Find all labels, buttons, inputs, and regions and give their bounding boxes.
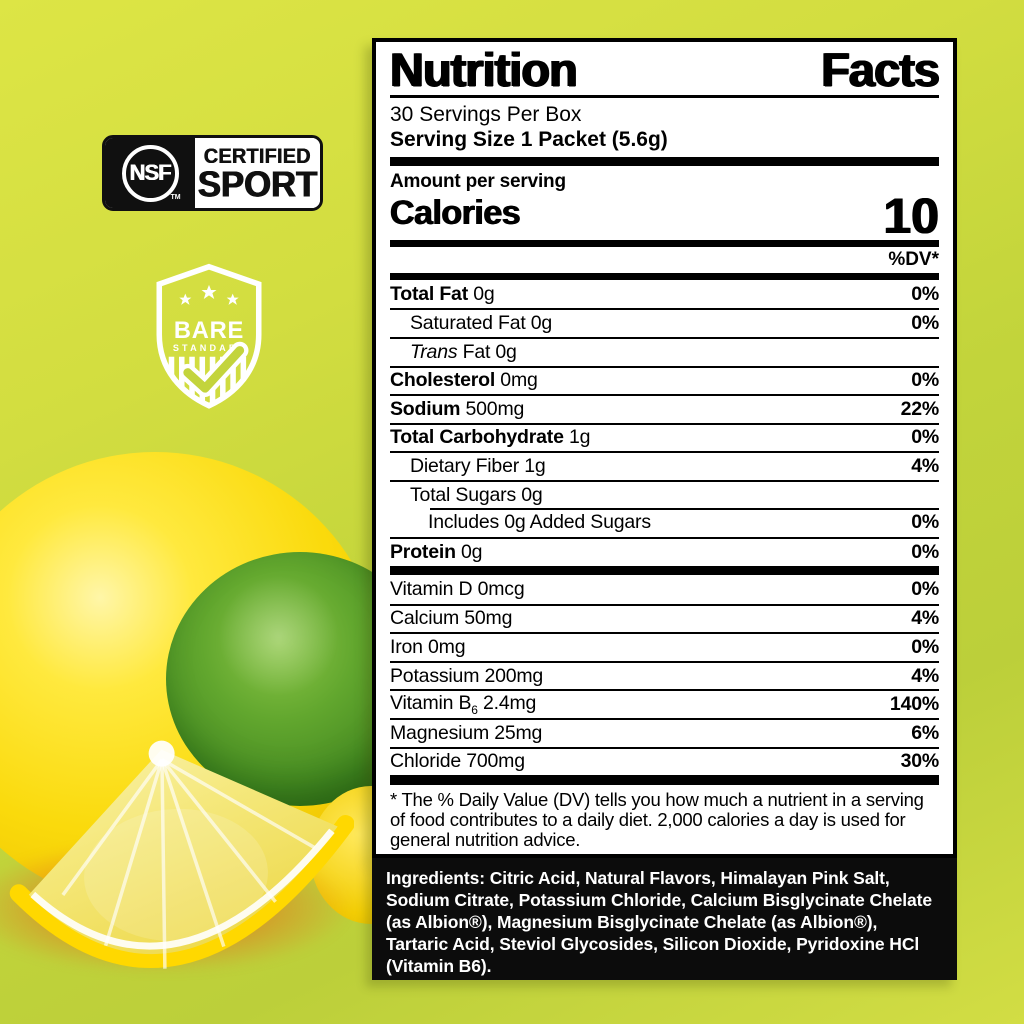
wedge-segments xyxy=(61,758,316,969)
nutrient-daily-value: 0% xyxy=(911,540,939,563)
nutrient-name: Calcium 50mg xyxy=(390,607,513,630)
nsf-logo-panel: NSF TM xyxy=(105,138,196,208)
nutrient-name: Includes 0g Added Sugars xyxy=(428,511,651,534)
divider-bar xyxy=(390,240,939,248)
wedge-rind xyxy=(9,815,354,968)
nutrient-row: Trans Fat 0g xyxy=(390,336,939,366)
nutrient-row: Vitamin B6 2.4mg 140% xyxy=(390,689,939,718)
divider-bar xyxy=(390,775,939,785)
nutrient-daily-value: 4% xyxy=(911,455,939,478)
nutrient-row: Saturated Fat 0g 0% xyxy=(390,308,939,337)
star-icon xyxy=(179,293,192,305)
nutrient-name: Total Sugars 0g xyxy=(410,483,543,506)
nutrient-daily-value: 4% xyxy=(911,607,939,630)
nsf-sport-text: SPORT xyxy=(197,164,318,205)
nutrient-name: Vitamin B6 2.4mg xyxy=(390,692,537,718)
label-title-word2: Facts xyxy=(821,43,940,96)
nutrient-name: Total Carbohydrate 1g xyxy=(390,426,591,449)
bare-standard-shield: BARE STANDARD xyxy=(156,263,262,409)
shield-subtitle-text: STANDARD xyxy=(173,343,248,353)
nsf-certified-text: CERTIFIED xyxy=(204,144,312,168)
nutrient-daily-value: 0% xyxy=(911,511,939,534)
micronutrient-rows: Vitamin D 0mcg 0% Calcium 50mg 4% Iron 0mg 0%… xyxy=(390,575,939,775)
daily-value-header: %DV* xyxy=(888,249,939,271)
star-icons xyxy=(179,284,239,305)
nutrient-row: Includes 0g Added Sugars 0% xyxy=(390,508,939,537)
nutrient-daily-value: 4% xyxy=(911,664,939,687)
label-title-word1: Nutrition xyxy=(390,43,578,96)
nutrient-name: Chloride 700mg xyxy=(390,750,525,773)
checkmark-inner xyxy=(183,346,245,393)
nutrient-daily-value: 0% xyxy=(911,426,939,449)
nsf-circle-icon: NSF TM xyxy=(121,144,181,202)
nutrient-name: Saturated Fat 0g xyxy=(410,312,553,335)
shield-outline-icon xyxy=(156,263,262,409)
nutrient-daily-value: 6% xyxy=(911,721,939,744)
nutrition-facts-label: Nutrition Facts 30 Servings Per Box Serv… xyxy=(372,38,957,858)
nutrient-row: Iron 0mg 0% xyxy=(390,632,939,661)
nutrient-row: Vitamin D 0mcg 0% xyxy=(390,575,939,604)
star-icon xyxy=(226,293,239,305)
ingredients-panel: Ingredients: Citric Acid, Natural Flavor… xyxy=(372,858,957,980)
serving-size: Serving Size 1 Packet (5.6g) xyxy=(390,128,668,152)
title-rule xyxy=(390,95,939,99)
nutrient-row: Potassium 200mg 4% xyxy=(390,660,939,690)
label-title: Nutrition Facts xyxy=(390,43,940,96)
nutrient-daily-value: 22% xyxy=(900,397,940,420)
amount-per-serving: Amount per serving xyxy=(390,171,566,193)
nutrient-name: Trans Fat 0g xyxy=(410,340,517,363)
nutrient-name: Dietary Fiber 1g xyxy=(410,455,546,478)
divider-bar xyxy=(390,273,939,280)
nutrient-daily-value: 140% xyxy=(889,693,939,716)
daily-value-footnote: * The % Daily Value (DV) tells you how m… xyxy=(390,788,924,850)
wedge-core xyxy=(148,740,175,767)
nutrient-row: Chloride 700mg 30% xyxy=(390,746,940,776)
nutrient-daily-value: 0% xyxy=(911,577,939,600)
nutrient-daily-value: 30% xyxy=(900,750,940,773)
calories-row: Calories 10 xyxy=(390,188,939,245)
nutrient-name: Sodium 500mg xyxy=(390,397,525,420)
nsf-text-panel: CERTIFIED SPORT xyxy=(195,138,320,208)
nutrient-daily-value: 0% xyxy=(911,636,939,658)
wedge-pith xyxy=(30,828,335,950)
nutrient-row: Magnesium 25mg 6% xyxy=(390,717,939,747)
nutrient-name: Magnesium 25mg xyxy=(390,721,543,744)
nutrient-name: Iron 0mg xyxy=(390,636,466,658)
lemon-wedge-photo xyxy=(9,740,354,969)
nutrient-name: Vitamin D 0mcg xyxy=(390,577,525,600)
nutrient-name: Cholesterol 0mg xyxy=(390,369,538,392)
shield-name-text: BARE xyxy=(174,318,244,344)
nutrient-daily-value: 0% xyxy=(911,312,939,335)
nutrient-row: Protein 0g 0% xyxy=(390,537,939,566)
calories-value: 10 xyxy=(883,188,939,245)
calories-label: Calories xyxy=(390,194,521,233)
star-icon xyxy=(201,284,217,300)
nutrient-name: Total Fat 0g xyxy=(390,282,495,305)
nutrient-row: Calcium 50mg 4% xyxy=(390,603,939,633)
nutrient-row: Total Fat 0g 0% xyxy=(390,280,939,309)
macronutrient-rows: Total Fat 0g 0% Saturated Fat 0g 0% Trans Fa… xyxy=(390,280,939,566)
nutrient-row: Total Carbohydrate 1g 0% xyxy=(390,422,939,452)
divider-bar xyxy=(390,157,939,167)
nutrient-row: Dietary Fiber 1g 4% xyxy=(390,451,939,480)
nutrient-row: Total Sugars 0g xyxy=(390,479,939,509)
nsf-trademark: TM xyxy=(170,193,181,201)
nsf-certified-sport-badge: NSF TM CERTIFIED SPORT xyxy=(102,135,323,211)
nutrient-row: Sodium 500mg 22% xyxy=(390,394,939,423)
nutrient-name: Protein 0g xyxy=(390,540,483,563)
nutrient-daily-value: 0% xyxy=(911,282,939,305)
nutrient-row: Cholesterol 0mg 0% xyxy=(390,365,939,395)
wedge-highlight xyxy=(84,808,268,942)
nutrient-daily-value: 0% xyxy=(911,369,939,392)
nsf-org-text: NSF xyxy=(129,160,172,185)
nutrient-name: Potassium 200mg xyxy=(390,664,544,687)
divider-bar xyxy=(390,565,939,576)
servings-per-box: 30 Servings Per Box xyxy=(390,103,582,127)
